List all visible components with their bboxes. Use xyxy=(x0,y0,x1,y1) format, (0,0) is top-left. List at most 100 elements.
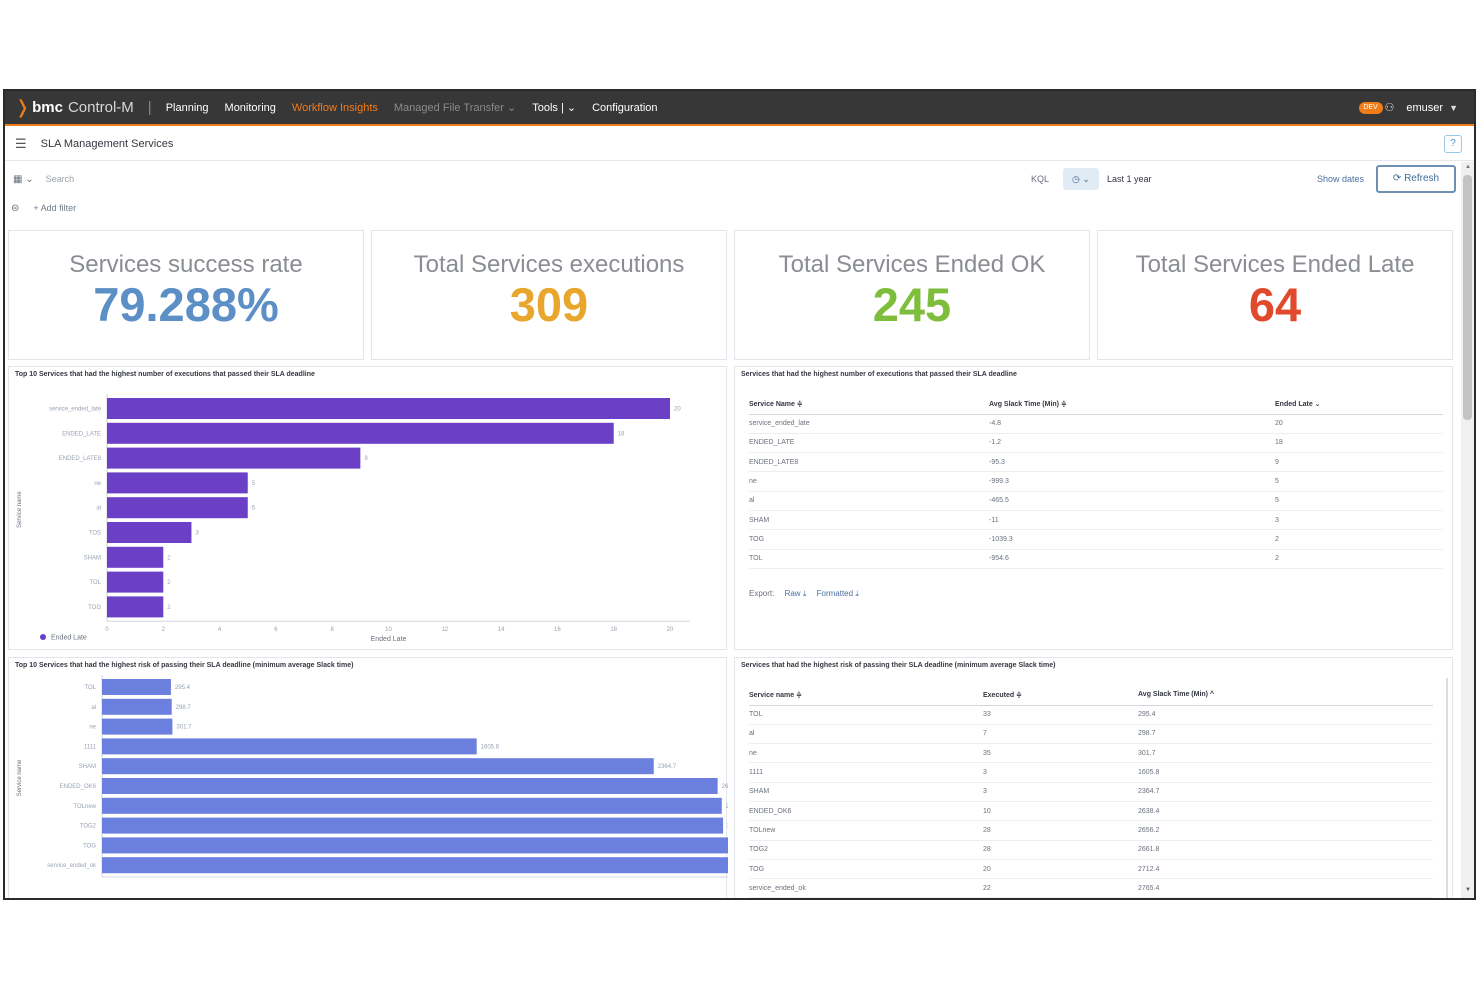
table-cell: ne xyxy=(749,743,983,764)
category-label: TOG2 xyxy=(80,824,97,830)
table-cell: 33 xyxy=(983,705,1138,725)
table-row[interactable]: TOG2 28 2661.8 xyxy=(749,840,1433,860)
table-cell: 5 xyxy=(1275,471,1443,492)
category-label: TOLnew xyxy=(73,804,96,810)
legend-label: Ended Late xyxy=(51,635,87,642)
product-name: Control-M xyxy=(67,99,134,116)
nav-workflow-insights[interactable]: Workflow Insights xyxy=(291,101,378,114)
category-label: ENDED_OK6 xyxy=(60,784,97,790)
search-input[interactable]: Search xyxy=(45,174,75,184)
category-label: TOG xyxy=(88,605,101,611)
nav-managed-file-transfer[interactable]: Managed File Transfer ⌄ xyxy=(393,102,517,114)
saved-query-icon[interactable]: ▦ ⌄ xyxy=(13,173,34,185)
table-row[interactable]: al -465.5 5 xyxy=(749,491,1443,511)
user-icon: ⚇ xyxy=(1384,102,1395,114)
bar-value-label: 1605.8 xyxy=(481,744,500,750)
nav-monitoring[interactable]: Monitoring xyxy=(224,101,276,114)
table-panel-ended-late: Services that had the highest number of … xyxy=(734,366,1453,650)
brand-logo[interactable]: ❭ bmc Control-M xyxy=(15,97,134,118)
table-row[interactable]: TOLnew 28 2656.2 xyxy=(749,820,1433,841)
table-row[interactable]: ENDED_OK6 10 2638.4 xyxy=(749,801,1433,822)
nav-configuration[interactable]: Configuration xyxy=(592,101,658,114)
table-cell: TOG xyxy=(749,859,983,880)
x-tick-label: 10 xyxy=(385,627,392,633)
table-cell: 20 xyxy=(1275,414,1443,434)
nav-tools[interactable]: Tools | ⌄ xyxy=(532,102,577,114)
table-row[interactable]: ne -999.3 5 xyxy=(749,471,1443,492)
table-row[interactable]: TOL 33 295.4 xyxy=(749,705,1433,725)
table-row[interactable]: service_ended_late -4.8 20 xyxy=(749,414,1443,434)
column-header-service-name[interactable]: Service name ≑ xyxy=(749,685,983,706)
nav-divider: | xyxy=(147,99,152,116)
user-menu[interactable]: DEV ⚇ emuser ▼ xyxy=(1358,101,1458,114)
table-cell: 20 xyxy=(983,859,1138,880)
table-cell: al xyxy=(749,724,983,745)
table-cell: -954.6 xyxy=(989,549,1275,569)
table-row[interactable]: TOG 20 2712.4 xyxy=(749,859,1433,880)
time-picker-button[interactable]: ◷ ⌄ xyxy=(1062,168,1099,190)
chart-bar xyxy=(107,571,164,593)
add-filter-link[interactable]: + Add filter xyxy=(33,203,77,213)
table-row[interactable]: SHAM 3 2364.7 xyxy=(749,782,1433,802)
refresh-button[interactable]: ⟳ Refresh xyxy=(1376,165,1456,193)
nav-managed-file-transfer-label: Managed File Transfer xyxy=(393,102,504,114)
page-scrollbar-thumb[interactable] xyxy=(1463,175,1472,420)
column-header-ended-late[interactable]: Ended Late ⌄ xyxy=(1275,394,1443,415)
table-cell: -465.5 xyxy=(989,491,1275,511)
table-row[interactable]: 1111 3 1605.8 xyxy=(749,762,1433,783)
bar-value-label: 20 xyxy=(674,407,681,413)
chart-bar xyxy=(102,857,748,874)
column-header-service-name[interactable]: Service Name ≑ xyxy=(749,394,989,415)
help-icon[interactable]: ? xyxy=(1444,135,1462,153)
column-header-executed[interactable]: Executed ≑ xyxy=(983,685,1138,706)
column-header-avg-slack[interactable]: Avg Slack Time (Min) ≑ xyxy=(989,394,1275,415)
category-label: SHAM xyxy=(79,764,96,770)
table-cell: 2712.4 xyxy=(1138,859,1433,880)
table-row[interactable]: TOL -954.6 2 xyxy=(749,549,1443,569)
filter-options-icon[interactable]: ⊜ xyxy=(11,202,20,214)
category-label: TOS xyxy=(89,531,101,537)
x-tick-label: 6 xyxy=(274,627,278,633)
nav-planning[interactable]: Planning xyxy=(165,101,209,114)
table-row[interactable]: ne 35 301.7 xyxy=(749,743,1433,764)
query-bar: ▦ ⌄ Search KQL ◷ ⌄ Last 1 year Show date… xyxy=(5,162,1460,196)
category-label: 1111 xyxy=(84,744,97,750)
table-row[interactable]: service_ended_ok 22 2765.4 xyxy=(749,878,1433,898)
export-raw-link[interactable]: Raw ⤓ xyxy=(785,589,807,598)
table-row[interactable]: ENDED_LATE8 -95.3 9 xyxy=(749,452,1443,473)
table-cell: SHAM xyxy=(749,510,989,531)
table-cell: 2661.8 xyxy=(1138,840,1433,860)
scroll-up-icon[interactable]: ▲ xyxy=(1465,164,1471,170)
table-row[interactable]: SHAM -11 3 xyxy=(749,510,1443,531)
chart-bar xyxy=(107,522,192,543)
table-header-row: Service Name ≑ Avg Slack Time (Min) ≑ En… xyxy=(749,394,1443,415)
brand-name: bmc xyxy=(32,99,63,116)
chart-bar xyxy=(102,738,477,755)
table-cell: 10 xyxy=(983,801,1138,822)
bar-value-label: 2 xyxy=(167,605,171,611)
bar-value-label: 2661.8 xyxy=(727,824,728,830)
time-range-label[interactable]: Last 1 year xyxy=(1106,174,1152,184)
category-label: TOL xyxy=(89,580,101,586)
show-dates-link[interactable]: Show dates xyxy=(1316,174,1364,184)
table-row[interactable]: TOG -1039.3 2 xyxy=(749,529,1443,550)
kql-toggle[interactable]: KQL xyxy=(1030,174,1049,184)
menu-icon[interactable]: ☰ xyxy=(15,136,27,151)
column-header-avg-slack[interactable]: Avg Slack Time (Min) ^ xyxy=(1138,685,1433,706)
scroll-down-icon[interactable]: ▼ xyxy=(1465,887,1471,893)
category-label: ne xyxy=(89,725,96,731)
table-cell: 2656.2 xyxy=(1138,820,1433,841)
metric-value: 79.288% xyxy=(93,278,279,331)
chart-bar xyxy=(107,546,164,568)
table-scrollbar[interactable] xyxy=(1446,678,1448,898)
category-label: ne xyxy=(94,481,101,487)
table-row[interactable]: al 7 298.7 xyxy=(749,724,1433,745)
bar-value-label: 301.7 xyxy=(176,725,192,731)
table-row[interactable]: ENDED_LATE -1.2 18 xyxy=(749,433,1443,454)
chart-bar xyxy=(107,447,361,469)
table-cell: TOG xyxy=(749,529,989,550)
metric-value: 64 xyxy=(1248,278,1302,331)
category-label: al xyxy=(91,705,96,711)
chart-bar xyxy=(107,497,248,519)
export-formatted-link[interactable]: Formatted ⤓ xyxy=(817,589,859,598)
